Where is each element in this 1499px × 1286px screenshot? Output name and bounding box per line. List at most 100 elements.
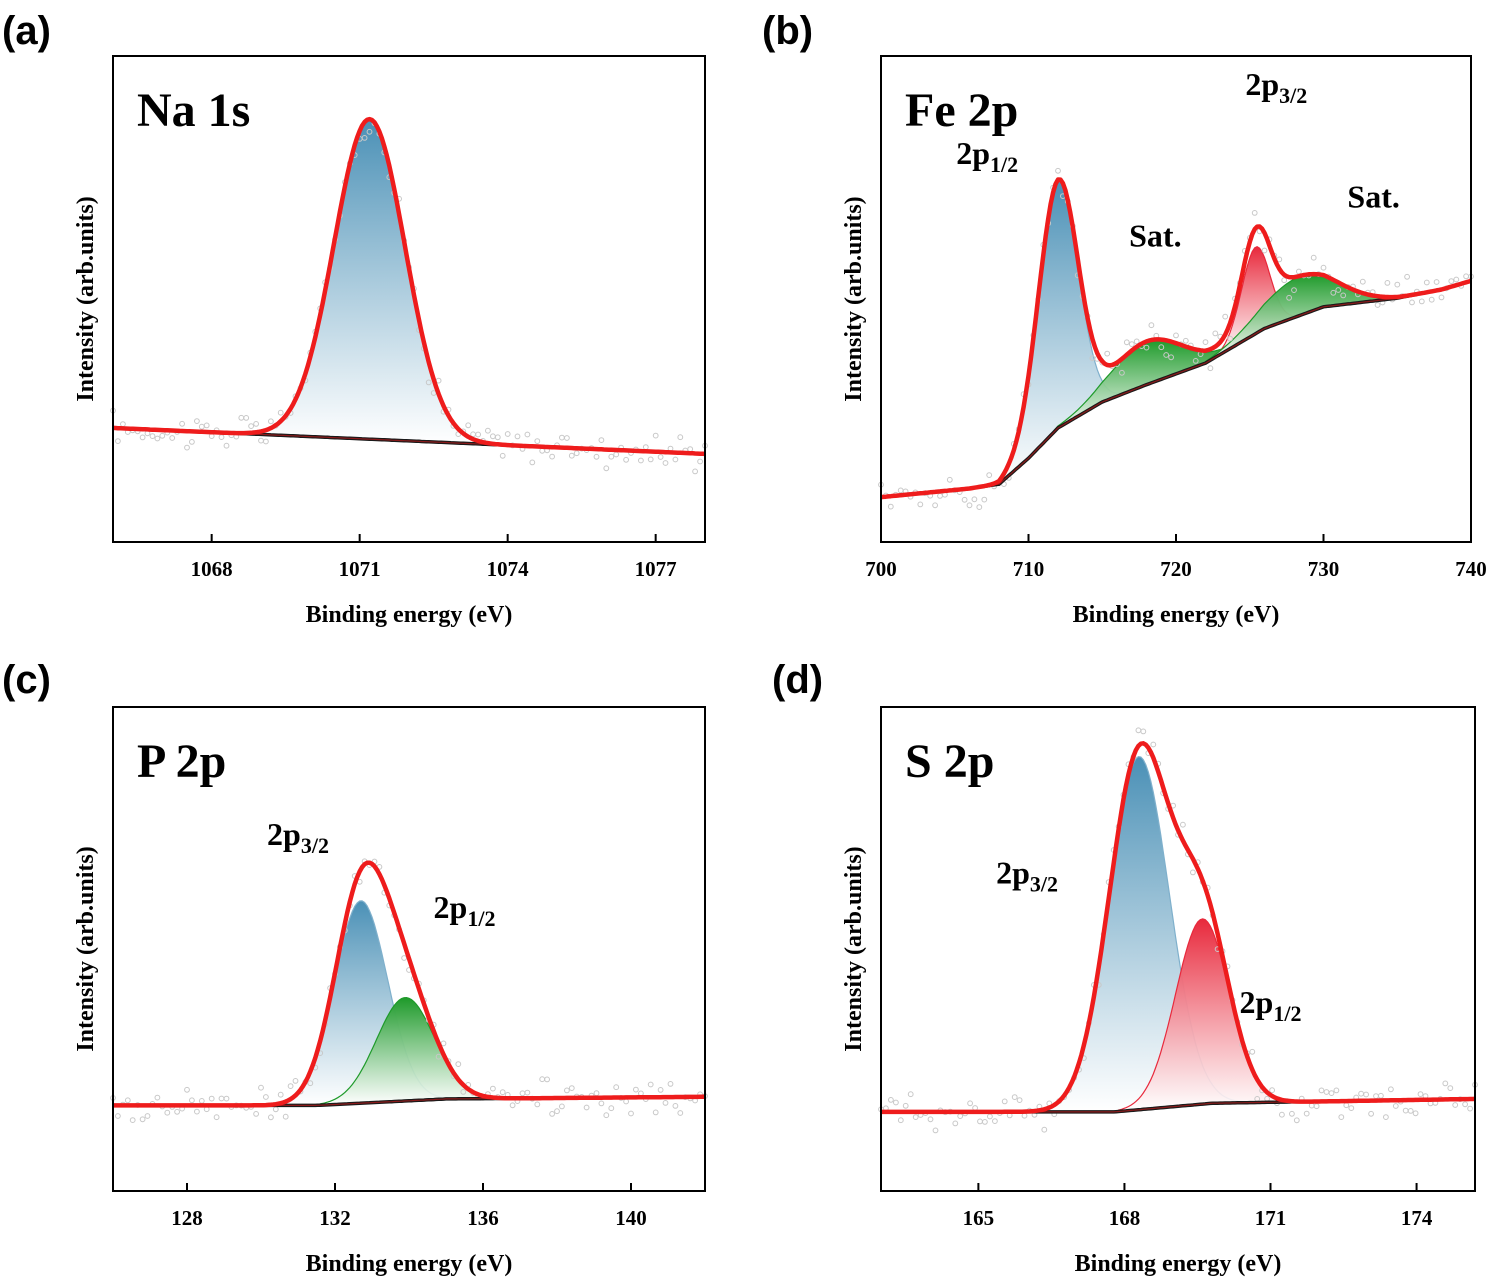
raw-point (1423, 279, 1430, 286)
raw-point (544, 1076, 550, 1083)
raw-point (1368, 1110, 1374, 1117)
raw-point (583, 1104, 590, 1111)
raw-point (534, 438, 541, 445)
raw-point (1373, 1093, 1379, 1099)
raw-point (1338, 1114, 1345, 1120)
raw-point (524, 1089, 531, 1096)
raw-point (198, 423, 205, 430)
raw-point (1453, 276, 1460, 283)
raw-point (1190, 869, 1196, 876)
raw-point (1412, 1110, 1419, 1117)
raw-point (120, 421, 126, 428)
x-tick-label: 128 (171, 1206, 203, 1230)
raw-point (1249, 1048, 1256, 1055)
raw-point (613, 1084, 620, 1091)
raw-point (499, 452, 506, 459)
raw-point (1055, 167, 1061, 174)
raw-point (1150, 741, 1157, 748)
raw-point (952, 1120, 959, 1127)
raw-point (1418, 298, 1425, 305)
raw-point (401, 955, 408, 961)
raw-point (1463, 273, 1469, 280)
raw-point (613, 451, 620, 458)
raw-point (593, 1090, 600, 1097)
raw-point (564, 435, 570, 441)
panel-4: (d) 165 168 171 174 Binding energy (eV) Intens… (772, 658, 1478, 1277)
x-tick-label: 165 (963, 1206, 995, 1230)
fit-envelope (112, 116, 706, 457)
raw-point (115, 438, 121, 445)
raw-point (154, 1094, 161, 1101)
raw-point (485, 427, 491, 434)
raw-point (1409, 299, 1415, 306)
raw-point (129, 1117, 136, 1123)
x-tick-label: 730 (1308, 557, 1340, 581)
raw-point (662, 1100, 669, 1106)
raw-point (223, 1095, 230, 1102)
x-tick-label: 740 (1455, 557, 1487, 581)
raw-point (1016, 1097, 1023, 1103)
raw-point (667, 1081, 674, 1087)
raw-point (1168, 354, 1174, 361)
raw-point (598, 437, 605, 444)
raw-point (504, 431, 511, 437)
y-axis-label: Intensity (arb.units) (841, 846, 867, 1051)
raw-point (971, 496, 978, 503)
raw-point (593, 453, 600, 460)
raw-point (966, 502, 973, 509)
raw-point (1303, 1110, 1310, 1117)
spectrum-title: S 2p (905, 735, 994, 788)
component-peak-blue (993, 180, 1123, 486)
x-tick-label: 1077 (635, 557, 677, 581)
raw-point (213, 1114, 220, 1121)
raw-point (529, 459, 536, 466)
raw-point (277, 409, 284, 416)
raw-point (539, 447, 546, 454)
raw-point (159, 432, 166, 439)
raw-point (1296, 268, 1302, 275)
raw-point (1343, 1102, 1350, 1109)
raw-point (139, 434, 146, 441)
x-tick-label: 132 (319, 1206, 351, 1230)
raw-point (1374, 302, 1381, 308)
raw-point (1291, 287, 1297, 294)
raw-point (603, 1112, 610, 1119)
x-tick-label: 168 (1109, 1206, 1141, 1230)
raw-point (253, 421, 260, 427)
raw-point (208, 1095, 215, 1102)
raw-point (1442, 1080, 1449, 1087)
raw-point (243, 415, 250, 421)
raw-point (460, 1089, 467, 1095)
raw-point (981, 496, 988, 503)
raw-point (1313, 1103, 1320, 1110)
raw-point (986, 472, 993, 479)
raw-point (662, 460, 669, 466)
raw-point (1123, 339, 1130, 346)
raw-point (559, 1103, 565, 1110)
raw-point (139, 1116, 146, 1123)
raw-point (1467, 1105, 1473, 1112)
raw-point (272, 1106, 279, 1113)
raw-point (115, 1113, 121, 1119)
raw-point (539, 1076, 546, 1083)
panel-letter: (d) (772, 658, 823, 702)
raw-point (549, 453, 555, 460)
raw-point (1289, 1110, 1295, 1117)
peak-annotation-subscript: 1/2 (990, 152, 1018, 177)
raw-point (1394, 281, 1401, 288)
raw-point (1158, 344, 1165, 351)
raw-point (598, 1100, 605, 1107)
raw-point (1388, 1086, 1394, 1093)
raw-point (1104, 350, 1111, 357)
raw-point (946, 476, 953, 483)
raw-point (361, 135, 368, 141)
raw-point (608, 1105, 615, 1112)
raw-point (1011, 1094, 1018, 1100)
raw-point (1180, 821, 1186, 828)
panel-2: (b) 700 710 720 730 740 Binding energy (eV) Int… (762, 9, 1487, 628)
raw-point (1407, 1108, 1414, 1114)
raw-point (1452, 1102, 1459, 1108)
fit-envelope (880, 177, 1472, 500)
raw-point (677, 434, 684, 441)
